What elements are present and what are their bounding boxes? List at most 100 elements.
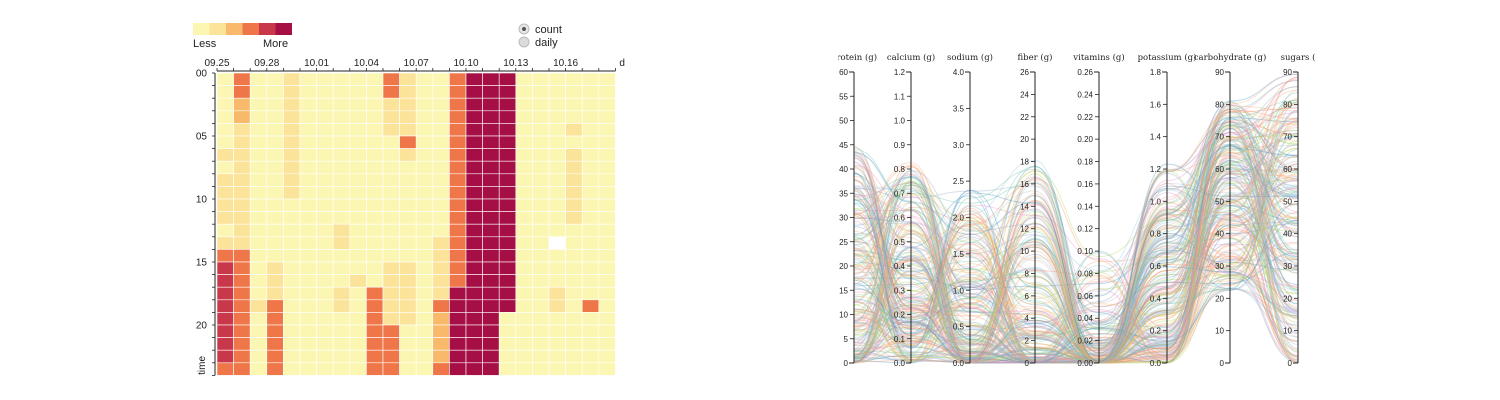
heatmap-cell <box>349 362 367 376</box>
legend-swatch <box>193 23 210 35</box>
heatmap-cell <box>216 198 234 212</box>
data-polyline <box>853 140 1299 364</box>
data-polyline <box>853 128 1299 362</box>
data-polyline <box>853 144 1299 364</box>
heatmap-cell <box>548 324 566 338</box>
data-polyline <box>853 107 1299 364</box>
heatmap-cell <box>482 362 500 376</box>
data-polyline <box>853 111 1299 364</box>
heatmap-cell <box>565 97 583 112</box>
heatmap-cell <box>216 123 234 137</box>
axis-group: 0.0 0.1 0.2 0.3 0.4 0.5 0.6 0.7 0.8 0.9 1.0 1.1 1.2 c… <box>887 52 935 368</box>
heatmap-cell <box>432 173 450 187</box>
heatmap-cell <box>498 223 517 238</box>
heatmap-cell <box>548 236 566 250</box>
heatmap-cell <box>482 274 500 288</box>
toggle-radio-daily[interactable] <box>518 36 530 48</box>
heatmap-cell <box>399 223 417 238</box>
heatmap-cell <box>565 160 583 175</box>
heatmap-cell <box>316 223 334 238</box>
heatmap-cell <box>515 97 533 112</box>
x-tick-label: 09.25 <box>204 58 229 69</box>
heatmap-cell <box>598 299 616 313</box>
heatmap-cell <box>366 236 384 250</box>
heatmap-cell <box>216 274 234 288</box>
heatmap-cell <box>316 97 334 112</box>
axis-tick-label: 0.4 <box>1150 294 1162 303</box>
heatmap-cell <box>299 186 317 200</box>
heatmap-cell <box>465 97 483 112</box>
heatmap-chart: Less More count daily 09.25 09.28 10.01 10.04 10… <box>185 10 639 380</box>
heatmap-cell <box>382 135 400 149</box>
heatmap-cell <box>432 286 450 301</box>
heatmap-cell <box>366 286 384 301</box>
heatmap-cell <box>532 236 550 250</box>
heatmap-cell <box>449 97 467 112</box>
heatmap-cell <box>349 85 367 99</box>
heatmap-cell <box>283 123 301 137</box>
heatmap-cell <box>216 110 234 124</box>
heatmap-cell <box>299 286 317 301</box>
heatmap-cell <box>498 261 517 275</box>
axis-title: sodium (g) <box>947 52 993 63</box>
data-polyline <box>853 104 1299 361</box>
heatmap-cell <box>465 286 483 301</box>
heatmap-cell <box>548 173 566 187</box>
heatmap-cell <box>449 261 467 275</box>
axis-group: 0.00 0.02 0.04 0.06 0.08 0.10 0.12 0.14 0.16 0.18… <box>1072 52 1124 368</box>
heatmap-cell <box>299 85 317 99</box>
axis-title: protein (g) <box>838 52 877 63</box>
axis-title: vitamins (g) <box>1072 52 1124 63</box>
heatmap-cell <box>581 337 600 351</box>
heatmap-cell <box>465 362 483 376</box>
heatmap-cell <box>598 236 616 250</box>
data-polyline <box>853 132 1299 364</box>
data-polyline <box>853 164 1299 364</box>
heatmap-cell <box>581 312 600 326</box>
heatmap-cell <box>249 274 268 288</box>
data-polyline <box>853 245 1299 364</box>
heatmap-cell <box>515 312 533 326</box>
heatmap-cell <box>283 160 301 175</box>
heatmap-cell <box>482 173 500 187</box>
heatmap-cell <box>332 324 351 338</box>
heatmap-cell <box>266 299 284 313</box>
heatmap-cell <box>399 299 417 313</box>
heatmap-cell <box>415 286 434 301</box>
axis-tick-label: 0.0 <box>1150 359 1162 368</box>
heatmap-cell <box>415 337 434 351</box>
heatmap-cell <box>598 324 616 338</box>
heatmap-cell <box>415 274 434 288</box>
heatmap-cell <box>432 324 450 338</box>
heatmap-cell <box>233 148 251 162</box>
data-polyline <box>853 111 1299 364</box>
heatmap-cell <box>415 299 434 313</box>
x-tick-label: 10.01 <box>304 58 329 69</box>
heatmap-cell <box>515 286 533 301</box>
data-polyline <box>853 126 1299 364</box>
heatmap-cell <box>283 198 301 212</box>
axis-tick-label: 0 <box>1288 359 1293 368</box>
heatmap-cell <box>249 85 268 99</box>
heatmap-cell <box>249 312 268 326</box>
heatmap-cell <box>283 72 301 86</box>
heatmap-cell <box>299 97 317 112</box>
heatmap-cell <box>299 148 317 162</box>
heatmap-cell <box>216 135 234 149</box>
heatmap-cell <box>349 236 367 250</box>
heatmap-cell <box>299 236 317 250</box>
heatmap-cell <box>515 236 533 250</box>
heatmap-cell <box>349 249 367 263</box>
heatmap-cell <box>548 72 566 86</box>
data-polyline <box>853 208 1299 364</box>
heatmap-cell <box>415 135 434 149</box>
heatmap-cell <box>498 236 517 250</box>
heatmap-cell <box>449 349 467 364</box>
x-tick-label: 10.10 <box>453 58 478 69</box>
axis-tick-label: 14 <box>1020 202 1029 211</box>
heatmap-cell <box>399 324 417 338</box>
heatmap-cell <box>249 135 268 149</box>
axis-tick-label: 24 <box>1020 90 1029 99</box>
heatmap-cell <box>532 173 550 187</box>
axis-group: 0 10 20 30 40 50 60 70 80 90 sugars ( <box>1281 52 1316 368</box>
